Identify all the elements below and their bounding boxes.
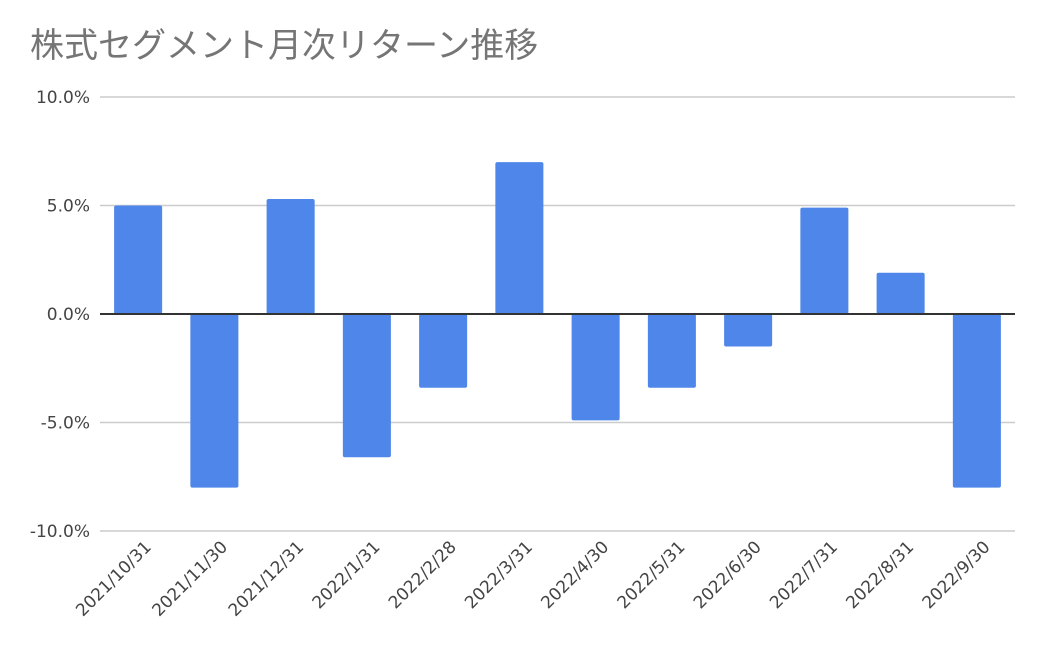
y-axis-tick-labels: -10.0% -5.0% 0.0% 5.0% 10.0% bbox=[30, 88, 90, 542]
bar bbox=[114, 205, 163, 314]
bar bbox=[876, 272, 925, 314]
bar bbox=[571, 314, 620, 421]
bar bbox=[647, 314, 696, 388]
bars bbox=[114, 162, 1001, 488]
x-tick-label: 2022/3/31 bbox=[461, 537, 537, 613]
bar bbox=[419, 314, 468, 388]
x-tick-label: 2021/11/30 bbox=[148, 537, 231, 620]
bar bbox=[190, 314, 239, 488]
bar bbox=[952, 314, 1001, 488]
x-tick-label: 2022/2/28 bbox=[385, 537, 461, 613]
bar bbox=[724, 314, 773, 347]
x-tick-label: 2022/7/31 bbox=[766, 537, 842, 613]
gridlines bbox=[100, 96, 1015, 532]
bar bbox=[342, 314, 391, 458]
x-tick-label: 2022/6/30 bbox=[690, 537, 766, 613]
bar bbox=[495, 162, 544, 314]
y-tick-label: -5.0% bbox=[41, 414, 90, 434]
x-tick-label: 2022/4/30 bbox=[537, 537, 613, 613]
x-tick-label: 2022/1/31 bbox=[309, 537, 385, 613]
y-tick-label: 10.0% bbox=[36, 88, 90, 108]
bar bbox=[266, 198, 315, 314]
x-tick-label: 2021/12/31 bbox=[225, 537, 308, 620]
x-tick-label: 2022/5/31 bbox=[614, 537, 690, 613]
y-tick-label: 0.0% bbox=[47, 305, 90, 325]
chart-title: 株式セグメント月次リターン推移 bbox=[30, 26, 538, 66]
y-tick-label: 5.0% bbox=[47, 197, 90, 217]
y-tick-label: -10.0% bbox=[30, 522, 90, 542]
x-tick-label: 2022/8/31 bbox=[842, 537, 918, 613]
x-tick-label: 2021/10/31 bbox=[72, 537, 155, 620]
x-tick-label: 2022/9/30 bbox=[919, 537, 995, 613]
bar bbox=[800, 207, 849, 314]
